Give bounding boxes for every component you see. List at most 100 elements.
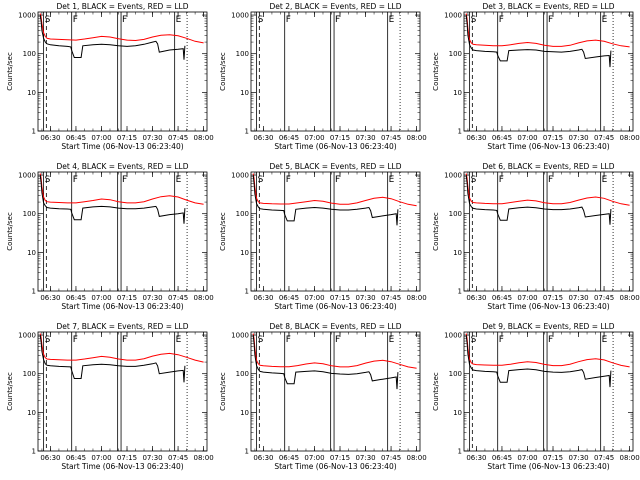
- y-axis-label: Counts/sec: [219, 212, 227, 251]
- y-tick-label: 100: [236, 50, 249, 58]
- panel-det-3: Det 3, BLACK = Events, RED = LLD 1 10 100 10…: [432, 2, 640, 151]
- x-tick-label: 07:30: [355, 454, 375, 462]
- y-tick-label: 1: [32, 448, 36, 456]
- x-tick-label: 07:15: [330, 294, 350, 302]
- y-tick-label: 10: [453, 409, 462, 417]
- y-tick-label: 100: [449, 370, 462, 378]
- x-tick-label: 07:45: [168, 134, 188, 142]
- x-tick-label: 07:00: [91, 134, 111, 142]
- x-tick-label: 06:45: [279, 454, 299, 462]
- x-tick-label: 08:00: [407, 454, 427, 462]
- x-tick-label: 06:30: [40, 134, 60, 142]
- marker-label: S: [45, 15, 51, 25]
- y-tick-label: 1: [245, 288, 249, 296]
- x-tick-label: 07:00: [517, 134, 537, 142]
- marker-label: F: [548, 335, 553, 345]
- marker-label: F: [335, 175, 340, 185]
- plot-frame: [250, 11, 421, 132]
- x-tick-label: 07:00: [91, 294, 111, 302]
- x-tick-label: 06:30: [40, 454, 60, 462]
- x-tick-label: 07:45: [381, 294, 401, 302]
- x-axis-label: Start Time (06-Nov-13 06:23:40): [487, 302, 609, 311]
- panel-title: Det 2, BLACK = Events, RED = LLD: [269, 2, 401, 11]
- marker-label: F: [286, 175, 291, 185]
- marker-label: F: [286, 15, 291, 25]
- panel-title: Det 8, BLACK = Events, RED = LLD: [269, 322, 401, 331]
- series-events: [39, 15, 186, 60]
- x-tick-label: 06:45: [279, 134, 299, 142]
- x-tick-label: 07:15: [330, 454, 350, 462]
- x-tick-label: 06:30: [253, 294, 273, 302]
- panel-title: Det 7, BLACK = Events, RED = LLD: [56, 322, 188, 331]
- marker-label: F: [499, 15, 504, 25]
- y-tick-label: 1000: [444, 172, 462, 180]
- series-lld: [465, 333, 630, 368]
- x-tick-label: 06:45: [66, 134, 86, 142]
- panel-det-1: Det 1, BLACK = Events, RED = LLD 1 10 100 10…: [6, 2, 214, 151]
- y-tick-label: 1000: [231, 332, 249, 340]
- x-tick-label: 07:30: [142, 134, 162, 142]
- x-tick-label: 07:30: [568, 454, 588, 462]
- plot-frame: [463, 331, 634, 452]
- y-tick-label: 1: [245, 448, 249, 456]
- x-tick-label: 07:45: [168, 454, 188, 462]
- y-tick-label: 1: [458, 128, 462, 136]
- x-axis-label: Start Time (06-Nov-13 06:23:40): [61, 142, 183, 151]
- y-tick-label: 1: [32, 288, 36, 296]
- plot-frame: [463, 171, 634, 292]
- marker-label: F: [122, 15, 127, 25]
- panel-title: Det 3, BLACK = Events, RED = LLD: [482, 2, 614, 11]
- plot-frame: [37, 11, 208, 132]
- y-axis-label: Counts/sec: [6, 52, 14, 91]
- x-tick-label: 07:15: [543, 134, 563, 142]
- marker-label: F: [548, 15, 553, 25]
- x-tick-label: 07:45: [168, 294, 188, 302]
- y-tick-label: 1000: [231, 12, 249, 20]
- series-lld: [252, 173, 417, 207]
- y-axis-label: Counts/sec: [6, 212, 14, 251]
- marker-label: S: [258, 175, 264, 185]
- marker-label: F: [122, 175, 127, 185]
- marker-label: S: [45, 175, 51, 185]
- x-tick-label: 08:00: [620, 294, 640, 302]
- series-lld: [465, 173, 630, 206]
- panel-title: Det 6, BLACK = Events, RED = LLD: [482, 162, 614, 171]
- panel-title: Det 5, BLACK = Events, RED = LLD: [269, 162, 401, 171]
- x-tick-label: 07:30: [355, 134, 375, 142]
- x-tick-label: 07:00: [304, 454, 324, 462]
- y-tick-label: 100: [449, 50, 462, 58]
- y-tick-label: 100: [23, 50, 36, 58]
- marker-label: E: [602, 15, 608, 25]
- y-axis-label: Counts/sec: [219, 52, 227, 91]
- x-tick-label: 07:00: [304, 134, 324, 142]
- x-tick-label: 06:45: [66, 454, 86, 462]
- panel-det-5: Det 5, BLACK = Events, RED = LLD 1 10 100 10…: [219, 162, 427, 311]
- panel-det-7: Det 7, BLACK = Events, RED = LLD 1 10 100 10…: [6, 322, 214, 471]
- marker-label: S: [258, 15, 264, 25]
- marker-label: S: [471, 175, 477, 185]
- series-events: [465, 15, 612, 68]
- y-tick-label: 10: [27, 249, 36, 257]
- x-tick-label: 07:30: [142, 454, 162, 462]
- series-events: [465, 335, 612, 388]
- series-events: [252, 335, 399, 390]
- y-tick-label: 10: [453, 89, 462, 97]
- panel-title: Det 1, BLACK = Events, RED = LLD: [56, 2, 188, 11]
- y-tick-label: 1000: [444, 332, 462, 340]
- plot-frame: [250, 171, 421, 292]
- x-tick-label: 06:45: [66, 294, 86, 302]
- marker-label: E: [389, 335, 395, 345]
- marker-label: F: [122, 335, 127, 345]
- marker-label: E: [602, 175, 608, 185]
- y-tick-label: 10: [240, 249, 249, 257]
- panel-det-8: Det 8, BLACK = Events, RED = LLD 1 10 100 10…: [219, 322, 427, 471]
- x-axis-label: Start Time (06-Nov-13 06:23:40): [274, 142, 396, 151]
- panel-det-9: Det 9, BLACK = Events, RED = LLD 1 10 100 10…: [432, 322, 640, 471]
- y-axis-label: Counts/sec: [6, 372, 14, 411]
- x-axis-label: Start Time (06-Nov-13 06:23:40): [61, 462, 183, 471]
- series-lld: [39, 333, 204, 363]
- x-tick-label: 08:00: [407, 294, 427, 302]
- x-tick-label: 07:30: [568, 294, 588, 302]
- x-tick-label: 06:30: [466, 134, 486, 142]
